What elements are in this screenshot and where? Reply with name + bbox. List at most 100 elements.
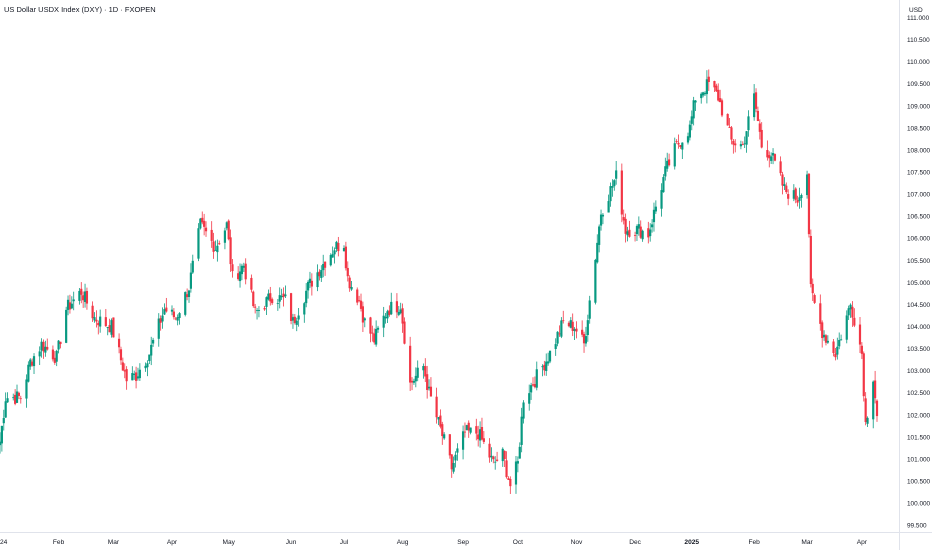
candle-down bbox=[237, 273, 240, 280]
candle-down bbox=[252, 291, 255, 307]
candle-up bbox=[306, 281, 310, 291]
candle-up bbox=[456, 448, 459, 453]
candle-down bbox=[410, 380, 414, 383]
candle-down bbox=[229, 237, 232, 265]
x-tick-label: Nov bbox=[571, 539, 583, 546]
candle-down bbox=[293, 316, 296, 323]
candle-down bbox=[174, 318, 177, 320]
candle-up bbox=[163, 309, 166, 315]
candle-up bbox=[792, 190, 795, 199]
candle-down bbox=[80, 288, 83, 295]
candle-down bbox=[734, 143, 737, 146]
candle-series bbox=[0, 69, 879, 494]
candle-up bbox=[99, 316, 102, 327]
candle-down bbox=[558, 333, 561, 335]
candle-up bbox=[148, 354, 151, 361]
candle-up bbox=[560, 320, 563, 337]
candle-up bbox=[692, 100, 695, 119]
x-tick-label: Jul bbox=[340, 539, 349, 546]
candle-up bbox=[569, 320, 572, 328]
candle-up bbox=[15, 391, 19, 403]
candle-up bbox=[267, 293, 270, 300]
candle-down bbox=[760, 129, 763, 148]
candle-up bbox=[626, 231, 629, 236]
candle-up bbox=[660, 190, 663, 209]
candle-up bbox=[490, 455, 493, 458]
candle-down bbox=[348, 277, 351, 289]
candle-down bbox=[728, 126, 731, 128]
y-tick-label: 105.500 bbox=[907, 258, 931, 265]
candle-up bbox=[66, 299, 70, 310]
candle-down bbox=[677, 142, 680, 145]
candle-up bbox=[652, 209, 656, 223]
x-tick-label: Mar bbox=[801, 539, 813, 546]
x-tick-label: Feb bbox=[53, 539, 65, 546]
candle-up bbox=[528, 393, 531, 404]
candle-down bbox=[582, 333, 586, 344]
candle-up bbox=[38, 351, 41, 357]
candle-up bbox=[150, 344, 153, 356]
candle-down bbox=[104, 317, 107, 327]
candle-up bbox=[635, 226, 639, 235]
candle-up bbox=[437, 417, 440, 420]
candle-up bbox=[316, 272, 319, 288]
candle-down bbox=[503, 450, 506, 460]
candle-down bbox=[14, 394, 17, 404]
candle-up bbox=[376, 327, 380, 330]
candle-up bbox=[32, 356, 36, 367]
price-axis[interactable]: 99.500 100.000 100.500 101.000 101.500 102.00… bbox=[907, 15, 931, 530]
candle-down bbox=[429, 386, 433, 397]
candle-up bbox=[770, 156, 773, 161]
candle-down bbox=[323, 261, 327, 268]
candle-up bbox=[322, 263, 325, 271]
candle-down bbox=[19, 398, 22, 400]
candle-down bbox=[715, 85, 718, 92]
candle-up bbox=[826, 340, 829, 343]
candle-up bbox=[478, 429, 482, 441]
time-axis[interactable]: 24 Feb Mar Apr May Jun Jul Aug Sep Oct Nov Dec 2025 F… bbox=[0, 539, 868, 546]
candle-down bbox=[732, 140, 735, 145]
candle-up bbox=[27, 364, 30, 382]
candle-down bbox=[159, 318, 162, 323]
candle-up bbox=[530, 385, 533, 393]
candle-up bbox=[329, 254, 332, 266]
candle-down bbox=[741, 144, 744, 145]
candle-down bbox=[403, 321, 406, 344]
candle-up bbox=[280, 295, 283, 298]
candle-up bbox=[146, 363, 149, 368]
candle-down bbox=[758, 123, 761, 132]
x-tick-label: Jun bbox=[286, 539, 297, 546]
candle-down bbox=[819, 303, 822, 324]
candle-up bbox=[133, 373, 136, 375]
candle-up bbox=[514, 461, 518, 485]
candle-up bbox=[416, 367, 419, 378]
candle-up bbox=[501, 448, 504, 462]
candle-up bbox=[291, 317, 295, 321]
x-tick-label: Aug bbox=[397, 539, 409, 546]
candle-down bbox=[628, 229, 631, 237]
candle-down bbox=[809, 235, 812, 285]
candle-up bbox=[144, 365, 147, 369]
candle-up bbox=[176, 317, 179, 321]
candle-up bbox=[57, 340, 60, 350]
candle-up bbox=[265, 297, 268, 307]
candle-down bbox=[263, 308, 266, 310]
candle-up bbox=[83, 291, 87, 303]
candle-up bbox=[739, 144, 743, 147]
x-tick-label: Apr bbox=[167, 539, 178, 546]
y-tick-label: 109.000 bbox=[907, 103, 931, 110]
candle-up bbox=[839, 339, 843, 341]
candle-up bbox=[0, 425, 3, 444]
x-tick-label: Mar bbox=[108, 539, 120, 546]
x-tick-label: 24 bbox=[0, 539, 8, 546]
candle-down bbox=[463, 431, 467, 433]
candle-down bbox=[68, 302, 72, 310]
candle-down bbox=[346, 267, 349, 277]
candle-down bbox=[679, 145, 682, 148]
candle-up bbox=[390, 301, 393, 315]
x-tick-label: Apr bbox=[857, 539, 868, 546]
chart-title: US Dollar USDX Index (DXY) · 1D · FXOPEN bbox=[4, 5, 156, 14]
candle-down bbox=[123, 370, 126, 372]
candle-down bbox=[821, 322, 824, 339]
